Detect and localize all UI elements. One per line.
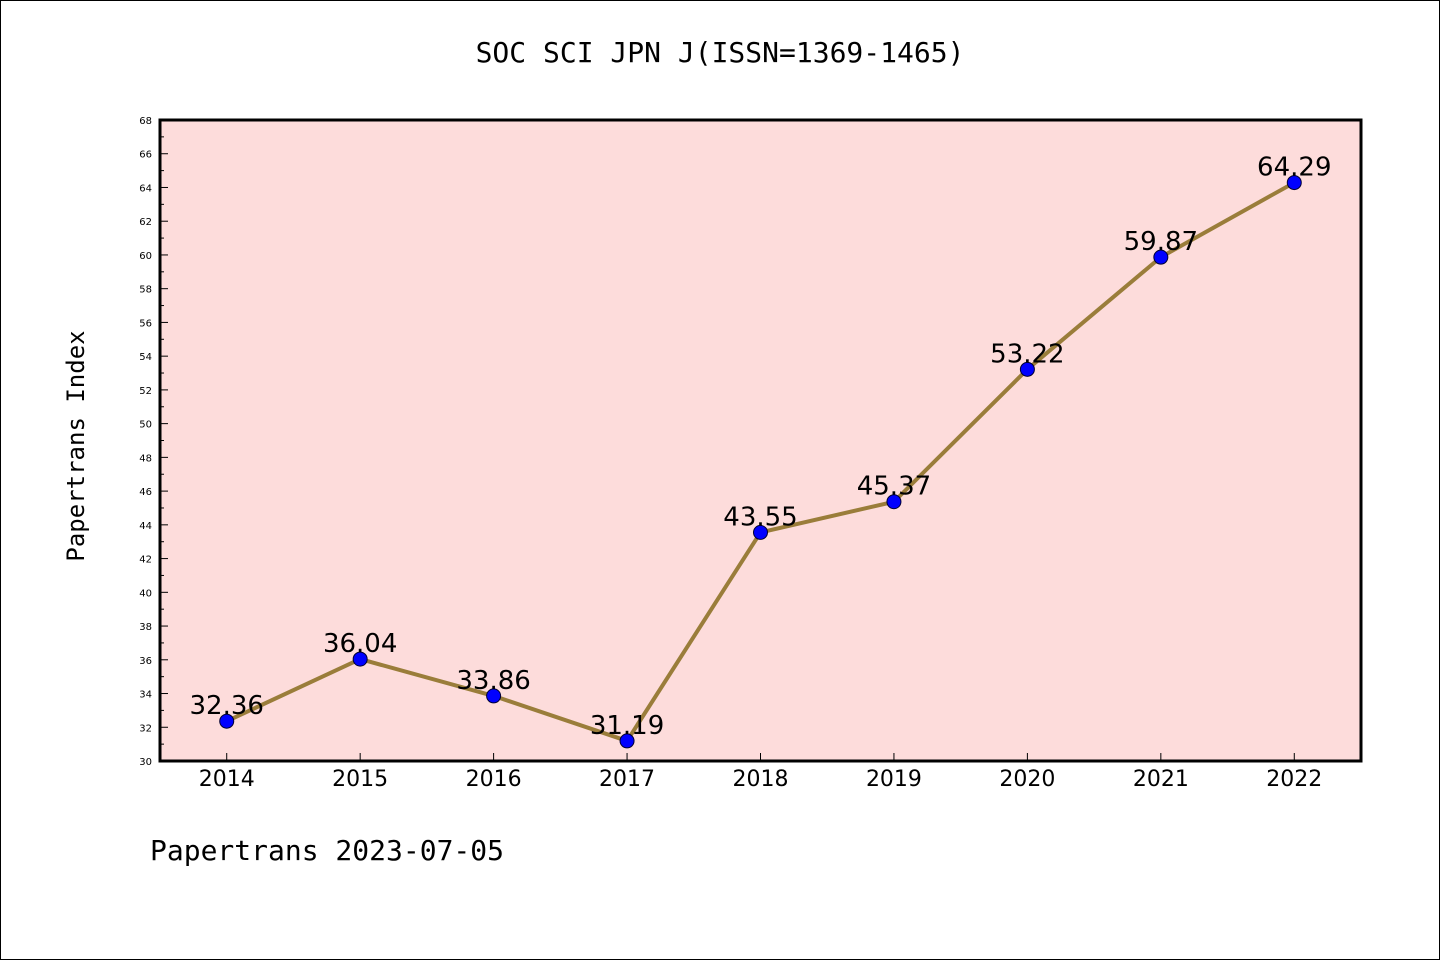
data-label: 31.19 bbox=[590, 711, 664, 741]
x-axis: 2014 2015 2016 2017 2018 2019 2020 2021 2022 bbox=[199, 753, 1322, 792]
y-tick-label: 42 bbox=[139, 555, 152, 566]
y-tick-label: 66 bbox=[139, 150, 152, 161]
y-tick-label: 56 bbox=[139, 318, 152, 329]
data-label: 32.36 bbox=[190, 691, 264, 721]
y-axis: 30 32 34 36 38 40 42 44 46 48 50 52 54 56 58 60 62 64 66 68 bbox=[139, 116, 168, 768]
data-point bbox=[486, 688, 502, 704]
data-point bbox=[352, 651, 368, 667]
plot-area bbox=[158, 118, 1363, 763]
data-point bbox=[619, 733, 635, 749]
y-tick-label: 32 bbox=[139, 723, 152, 734]
y-tick-label: 30 bbox=[139, 757, 152, 768]
y-tick-label: 58 bbox=[139, 285, 152, 296]
data-label: 43.55 bbox=[723, 502, 797, 532]
data-label-layer: 32.36 36.04 33.86 31.19 43.55 45.37 53.22 59.87… bbox=[190, 153, 1332, 741]
y-tick-label: 62 bbox=[139, 217, 152, 228]
y-tick-label: 40 bbox=[139, 588, 152, 599]
x-tick-label: 2017 bbox=[599, 767, 655, 792]
y-tick-label: 38 bbox=[139, 622, 152, 633]
x-tick-label: 2021 bbox=[1133, 767, 1189, 792]
data-point bbox=[753, 524, 768, 540]
series-layer bbox=[219, 175, 1302, 749]
data-label: 45.37 bbox=[857, 472, 931, 502]
y-tick-label: 46 bbox=[139, 487, 152, 498]
x-tick-label: 2019 bbox=[866, 767, 922, 792]
y-tick-label: 36 bbox=[139, 656, 152, 667]
y-tick-label: 52 bbox=[139, 386, 152, 397]
x-tick-label: 2016 bbox=[466, 767, 522, 792]
data-label: 59.87 bbox=[1124, 227, 1198, 257]
y-tick-label: 64 bbox=[139, 183, 152, 194]
data-point bbox=[219, 713, 235, 729]
y-tick-label: 44 bbox=[139, 521, 152, 532]
x-tick-label: 2020 bbox=[999, 767, 1055, 792]
data-point bbox=[1286, 175, 1302, 191]
data-point bbox=[1019, 361, 1035, 377]
x-tick-label: 2018 bbox=[733, 767, 789, 792]
x-tick-label: 2022 bbox=[1266, 767, 1322, 792]
data-label: 64.29 bbox=[1257, 153, 1331, 183]
x-tick-label: 2015 bbox=[332, 767, 388, 792]
y-tick-label: 50 bbox=[139, 420, 152, 431]
y-tick-label: 54 bbox=[139, 352, 152, 363]
data-point bbox=[886, 494, 902, 510]
chart-title: SOC SCI JPN J(ISSN=1369-1465) bbox=[475, 36, 965, 69]
x-tick-label: 2014 bbox=[199, 767, 255, 792]
y-tick-label: 34 bbox=[139, 690, 152, 701]
data-point bbox=[1153, 249, 1169, 265]
footer-text: Papertrans 2023-07-05 bbox=[150, 834, 505, 867]
y-tick-label: 60 bbox=[139, 251, 152, 262]
y-tick-label: 68 bbox=[139, 116, 152, 127]
data-label: 33.86 bbox=[456, 666, 530, 696]
y-tick-label: 48 bbox=[139, 453, 152, 464]
data-label: 53.22 bbox=[990, 339, 1064, 369]
data-label: 36.04 bbox=[323, 629, 397, 659]
